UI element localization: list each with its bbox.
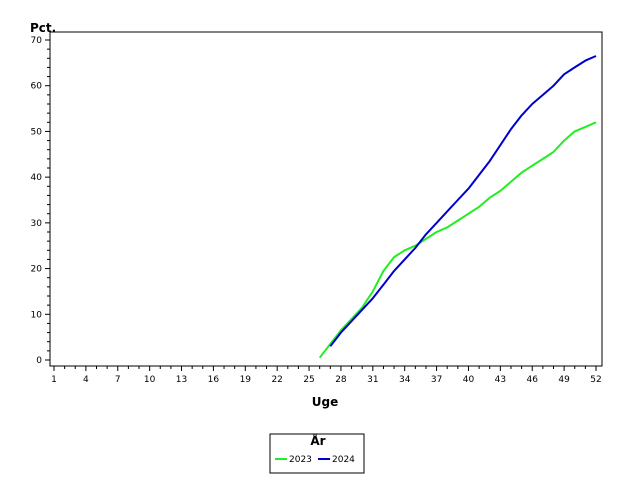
x-tick-label: 46 xyxy=(527,375,539,385)
x-axis-title: Uge xyxy=(312,395,338,409)
y-axis-title: Pct. xyxy=(30,21,56,35)
x-tick-label: 49 xyxy=(558,375,570,385)
x-tick-label: 52 xyxy=(590,375,601,385)
y-axis: 0 10 20 30 40 50 60 70 xyxy=(31,36,50,366)
x-tick-label: 37 xyxy=(431,375,442,385)
series-layer xyxy=(318,55,597,359)
y-tick-label: 20 xyxy=(31,265,43,275)
y-tick-label: 70 xyxy=(31,36,43,46)
x-tick-label: 22 xyxy=(271,375,282,385)
y-tick-label: 50 xyxy=(31,127,43,137)
x-tick-label: 43 xyxy=(495,375,506,385)
x-tick-label: 40 xyxy=(463,375,475,385)
y-tick-label: 30 xyxy=(31,219,43,229)
y-tick-label: 40 xyxy=(31,173,43,183)
x-axis: 1 4 7 10 13 16 19 22 25 28 31 34 37 40 43 46 49 52 xyxy=(51,366,602,385)
y-tick-label: 60 xyxy=(31,82,43,92)
x-tick-label: 16 xyxy=(208,375,220,385)
x-tick-label: 19 xyxy=(240,375,252,385)
plot-frame xyxy=(49,31,603,367)
legend-box xyxy=(269,433,365,474)
x-tick-label: 4 xyxy=(83,375,89,385)
legend-label-2023: 2023 xyxy=(289,455,312,465)
x-tick-label: 1 xyxy=(51,375,57,385)
series-line-2023 xyxy=(318,121,597,359)
y-tick-label: 10 xyxy=(31,310,43,320)
x-tick-label: 28 xyxy=(335,375,347,385)
legend-label-2024: 2024 xyxy=(332,455,355,465)
y-tick-label: 0 xyxy=(36,356,42,366)
x-tick-label: 10 xyxy=(144,375,156,385)
legend-title: År xyxy=(310,433,325,448)
x-tick-label: 31 xyxy=(367,375,378,385)
x-tick-label: 25 xyxy=(303,375,314,385)
x-tick-label: 7 xyxy=(115,375,121,385)
legend: År 2023 2024 xyxy=(269,433,365,474)
x-tick-label: 34 xyxy=(399,375,411,385)
series-line-2024 xyxy=(329,55,597,347)
x-tick-label: 13 xyxy=(176,375,187,385)
